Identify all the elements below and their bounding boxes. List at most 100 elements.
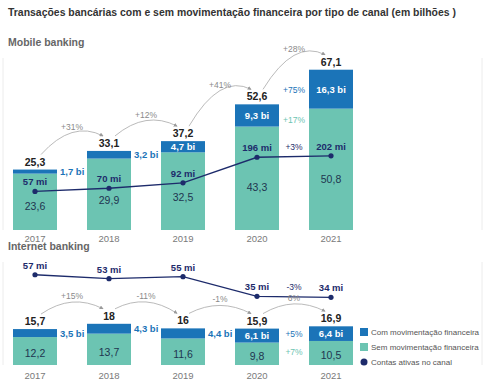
series-change: +7% bbox=[285, 347, 303, 357]
growth-arrow bbox=[263, 304, 325, 314]
bar-segment bbox=[161, 328, 205, 338]
total-label: 18 bbox=[103, 310, 115, 322]
growth-label: 6% bbox=[288, 293, 301, 303]
bar-segment bbox=[309, 341, 353, 365]
line-label: 55 mi bbox=[171, 262, 195, 273]
data-label: 13,7 bbox=[99, 346, 120, 358]
legend-label: Com movimentação financeira bbox=[371, 328, 480, 337]
total-label: 16 bbox=[177, 314, 189, 326]
chart-title: Transações bancárias com e sem movimenta… bbox=[8, 6, 456, 18]
growth-label: +15% bbox=[61, 291, 83, 301]
data-label: 3,5 bi bbox=[60, 328, 84, 339]
line-marker bbox=[254, 294, 259, 299]
growth-label: +28% bbox=[283, 44, 305, 54]
series-change: +5% bbox=[285, 329, 303, 339]
data-label: 4,7 bi bbox=[171, 141, 195, 152]
line-label: 196 mi bbox=[242, 142, 272, 153]
growth-arrow bbox=[41, 131, 103, 155]
bar-segment bbox=[309, 70, 353, 109]
x-tick-label: 2017 bbox=[24, 370, 45, 381]
data-label: 43,3 bbox=[247, 181, 268, 193]
plot-area bbox=[13, 272, 353, 365]
y-axis-range bbox=[3, 58, 4, 230]
growth-arrow bbox=[189, 86, 251, 127]
growth-arrow bbox=[115, 302, 177, 314]
line-marker bbox=[106, 276, 111, 281]
data-label: 9,8 bbox=[250, 350, 265, 362]
data-label: 50,8 bbox=[321, 173, 342, 185]
total-label: 15,9 bbox=[247, 315, 268, 327]
line-label: 57 mi bbox=[23, 260, 47, 271]
data-label: 3,2 bi bbox=[134, 149, 158, 160]
bar-segment bbox=[87, 334, 131, 365]
bar-segment bbox=[235, 104, 279, 126]
bar-segment bbox=[13, 174, 57, 230]
bar-segment bbox=[161, 141, 205, 152]
series-change: +17% bbox=[283, 115, 305, 125]
data-label: 10,5 bbox=[321, 349, 342, 361]
data-label: 16,3 bi bbox=[316, 84, 346, 95]
x-tick-label: 2020 bbox=[246, 233, 267, 244]
y2-axis-range bbox=[482, 58, 483, 230]
line-label: 92 mi bbox=[171, 168, 195, 179]
data-label: 4,4 bi bbox=[208, 328, 232, 339]
total-label: 67,1 bbox=[321, 56, 342, 68]
bar-segment bbox=[87, 324, 131, 334]
legend-label: Sem movimentação financeira bbox=[371, 343, 479, 352]
bar-segment bbox=[161, 152, 205, 230]
panel-title: Mobile banking bbox=[8, 36, 84, 48]
line-label: 34 mi bbox=[319, 282, 343, 293]
chart-canvas: Transações bancárias com e sem movimenta… bbox=[0, 0, 484, 388]
growth-arrow bbox=[115, 120, 177, 136]
growth-label: +31% bbox=[61, 122, 83, 132]
data-label: 4,3 bi bbox=[134, 323, 158, 334]
x-tick-label: 2018 bbox=[98, 233, 119, 244]
growth-label: +12% bbox=[135, 110, 157, 120]
line-marker bbox=[106, 186, 111, 191]
line-label: 70 mi bbox=[97, 173, 121, 184]
series-change: -3% bbox=[286, 282, 302, 292]
line-marker bbox=[180, 180, 185, 185]
y-axis-range bbox=[3, 262, 4, 365]
labels: 12,213,711,69,810,53,5 bi4,3 bi4,4 bi6,1… bbox=[23, 260, 480, 381]
line-marker bbox=[32, 272, 37, 277]
line-marker bbox=[32, 189, 37, 194]
line-label: 57 mi bbox=[23, 176, 47, 187]
line-label: 53 mi bbox=[97, 264, 121, 275]
bar-segment bbox=[235, 343, 279, 365]
bar-segment bbox=[87, 159, 131, 230]
legend-swatch bbox=[360, 343, 368, 351]
bar-segment bbox=[309, 109, 353, 230]
legend-swatch bbox=[360, 328, 368, 336]
bar-segment bbox=[13, 337, 57, 365]
line-label: 202 mi bbox=[316, 141, 346, 152]
data-label: 11,6 bbox=[173, 348, 193, 360]
data-label: 23,6 bbox=[25, 200, 46, 212]
x-tick-label: 2021 bbox=[320, 370, 341, 381]
growth-arrow bbox=[189, 305, 251, 313]
panel-title: Internet banking bbox=[8, 240, 90, 252]
data-label: 9,3 bi bbox=[245, 110, 269, 121]
growth-arrow bbox=[41, 302, 103, 314]
bar-segment bbox=[13, 170, 57, 174]
line-marker bbox=[180, 274, 185, 279]
annotation-bg bbox=[285, 282, 303, 292]
line-marker bbox=[328, 295, 333, 300]
line-marker bbox=[328, 153, 333, 158]
total-label: 52,6 bbox=[247, 90, 268, 102]
line-marker bbox=[254, 155, 259, 160]
data-label: 29,9 bbox=[99, 194, 120, 206]
series-change: +3% bbox=[285, 142, 303, 152]
annotation-bg bbox=[284, 142, 304, 152]
series-change: +75% bbox=[283, 85, 305, 95]
total-label: 15,7 bbox=[25, 315, 46, 327]
bar-segment bbox=[161, 338, 205, 365]
data-label: 32,5 bbox=[173, 191, 194, 203]
bar-segment bbox=[235, 329, 279, 343]
growth-label: +41% bbox=[209, 80, 231, 90]
total-label: 16,9 bbox=[321, 312, 342, 324]
line-label: 35 mi bbox=[245, 281, 269, 292]
line-series bbox=[35, 156, 331, 192]
growth-label: -1% bbox=[212, 294, 228, 304]
growth-arrow bbox=[263, 51, 325, 89]
